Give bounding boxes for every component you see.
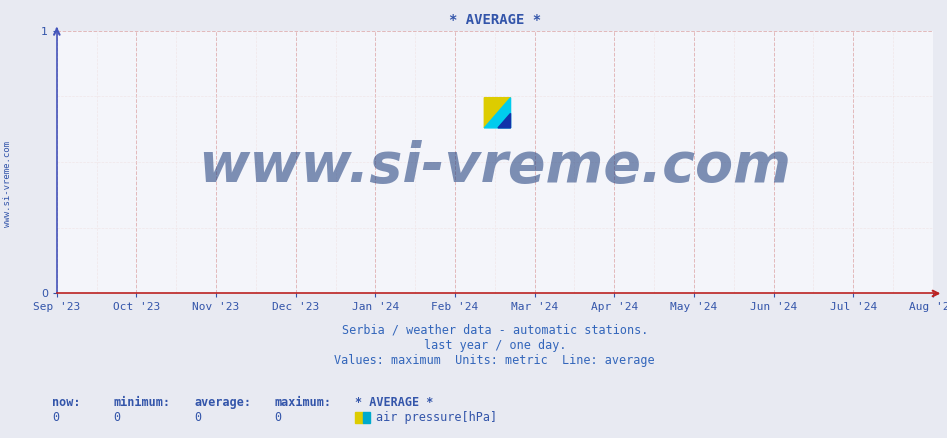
X-axis label: Serbia / weather data - automatic stations.
last year / one day.
Values: maximum: Serbia / weather data - automatic statio…: [334, 324, 655, 367]
Text: * AVERAGE *: * AVERAGE *: [355, 396, 434, 410]
Text: 0: 0: [52, 411, 60, 424]
Text: 0: 0: [275, 411, 282, 424]
Text: air pressure[hPa]: air pressure[hPa]: [376, 411, 497, 424]
Text: www.si-vreme.com: www.si-vreme.com: [3, 141, 12, 227]
Text: 0: 0: [114, 411, 121, 424]
Text: now:: now:: [52, 396, 80, 410]
Text: maximum:: maximum:: [275, 396, 331, 410]
Text: 0: 0: [194, 411, 202, 424]
Title: * AVERAGE *: * AVERAGE *: [449, 13, 541, 27]
Text: www.si-vreme.com: www.si-vreme.com: [198, 140, 792, 194]
Text: minimum:: minimum:: [114, 396, 170, 410]
Polygon shape: [484, 98, 510, 128]
Polygon shape: [498, 113, 510, 128]
Text: average:: average:: [194, 396, 251, 410]
Polygon shape: [484, 98, 510, 128]
